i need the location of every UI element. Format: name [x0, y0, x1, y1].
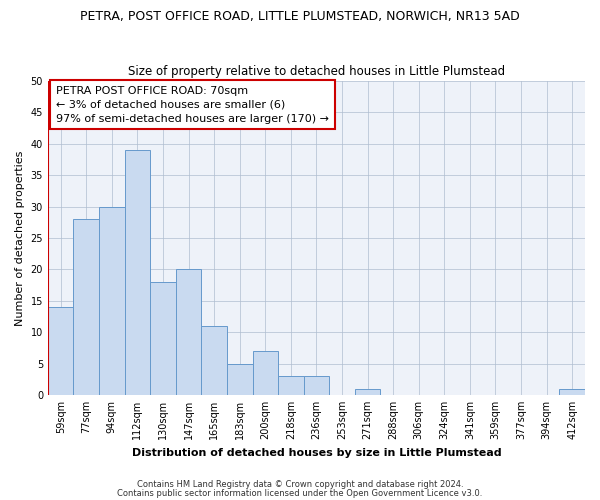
Bar [48, 307, 73, 395]
Bar [304, 376, 329, 395]
X-axis label: Distribution of detached houses by size in Little Plumstead: Distribution of detached houses by size … [131, 448, 501, 458]
Bar [278, 376, 304, 395]
Text: PETRA, POST OFFICE ROAD, LITTLE PLUMSTEAD, NORWICH, NR13 5AD: PETRA, POST OFFICE ROAD, LITTLE PLUMSTEA… [80, 10, 520, 23]
Bar [355, 388, 380, 395]
Bar [125, 150, 150, 395]
Bar [73, 219, 99, 395]
Text: Contains HM Land Registry data © Crown copyright and database right 2024.: Contains HM Land Registry data © Crown c… [137, 480, 463, 489]
Text: PETRA POST OFFICE ROAD: 70sqm
← 3% of detached houses are smaller (6)
97% of sem: PETRA POST OFFICE ROAD: 70sqm ← 3% of de… [56, 86, 329, 124]
Bar [227, 364, 253, 395]
Bar [150, 282, 176, 395]
Title: Size of property relative to detached houses in Little Plumstead: Size of property relative to detached ho… [128, 66, 505, 78]
Bar [99, 206, 125, 395]
Bar [253, 351, 278, 395]
Y-axis label: Number of detached properties: Number of detached properties [15, 150, 25, 326]
Bar [176, 270, 202, 395]
Text: Contains public sector information licensed under the Open Government Licence v3: Contains public sector information licen… [118, 490, 482, 498]
Bar [559, 388, 585, 395]
Bar [202, 326, 227, 395]
